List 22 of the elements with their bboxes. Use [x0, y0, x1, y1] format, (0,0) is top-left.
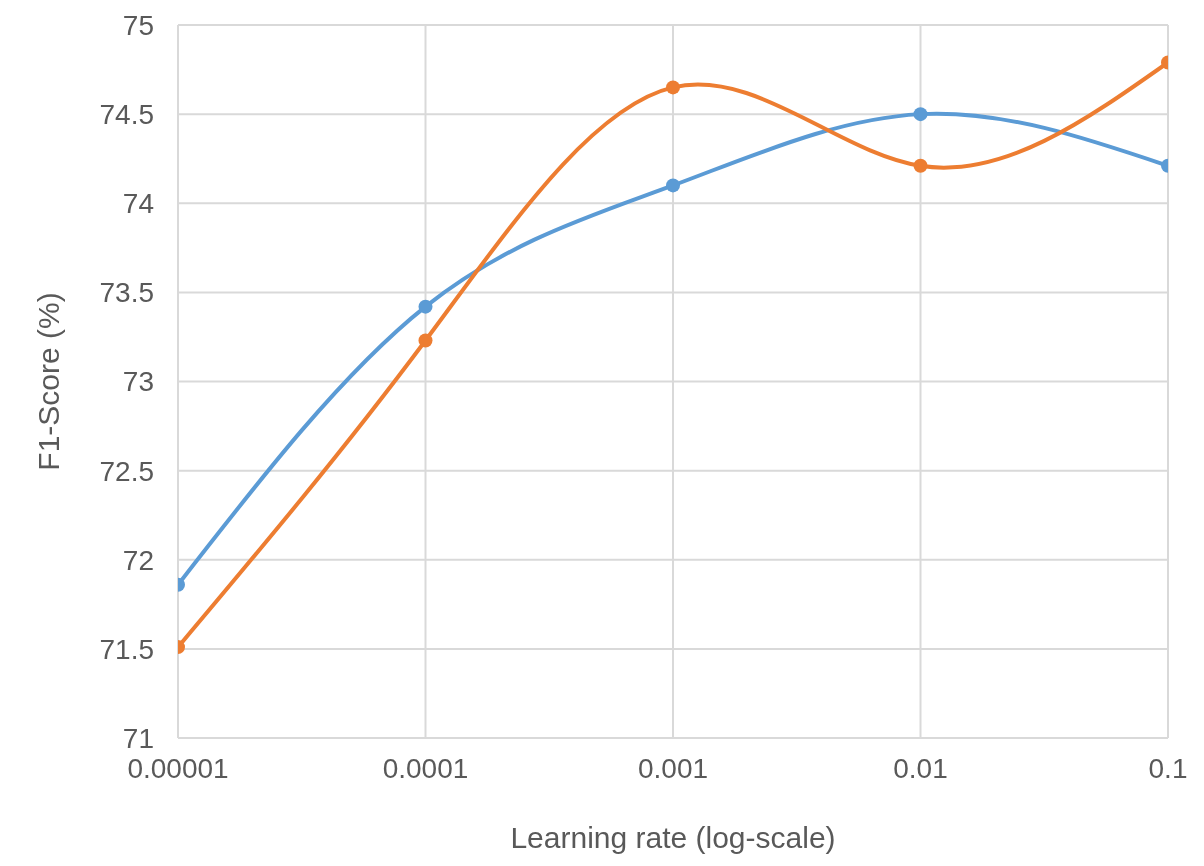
y-tick-label: 72.5 [99, 455, 154, 487]
x-axis-title: Learning rate (log-scale) [510, 821, 836, 854]
y-tick-label: 71.5 [99, 633, 154, 665]
y-tick-label: 75 [122, 9, 154, 41]
x-tick-label: 0.1 [1148, 752, 1188, 784]
point [913, 107, 928, 122]
point [666, 80, 680, 95]
y-tick-label: 73 [122, 366, 154, 398]
point [666, 178, 680, 193]
y-tick-label: 73.5 [99, 277, 154, 309]
y-axis-title: F1-Score (%) [31, 292, 65, 471]
x-tick-label: 0.00001 [127, 752, 229, 784]
y-tick-label: 72 [122, 544, 154, 576]
x-tick-label: 0.0001 [382, 752, 469, 784]
y-tick-label: 71 [122, 722, 154, 754]
point [418, 333, 433, 348]
y-tick-label: 74.5 [99, 99, 154, 131]
point [418, 299, 433, 314]
x-tick-label: 0.01 [893, 752, 948, 784]
y-tick-label: 74 [122, 188, 154, 220]
x-tick-label: 0.001 [637, 752, 709, 784]
point [913, 158, 928, 173]
